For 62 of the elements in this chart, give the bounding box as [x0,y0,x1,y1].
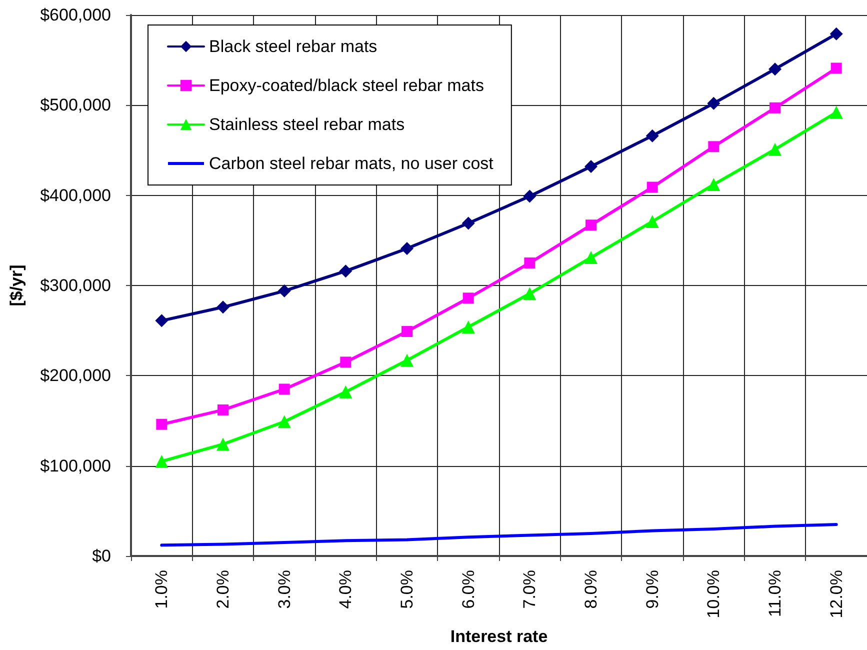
point [400,354,414,367]
point [155,454,168,468]
point [770,102,780,114]
point [646,214,659,228]
y-tick-label: $0 [92,546,111,566]
x-tick-label: 2.0% [214,570,232,609]
x-tick-label: 7.0% [520,570,540,609]
point [462,320,475,334]
point [768,142,782,156]
legend-label: Stainless steel rebar mats [209,115,405,134]
y-axis-title: [$/yr] [7,264,26,306]
point [830,62,842,74]
point [216,438,230,451]
x-tick-label: 11.0% [766,570,784,617]
y-tick-label: $500,000 [40,96,111,115]
point [524,257,536,268]
point [339,385,352,398]
legend-label: Black steel rebar mats [209,37,378,56]
point [155,314,168,328]
y-tick-label: $200,000 [40,366,111,386]
x-tick-label: 9.0% [642,570,662,609]
point [278,415,291,428]
y-tick-label: $600,000 [40,6,111,24]
x-tick-label: 1.0% [152,570,172,609]
x-tick-label: 12.0% [826,570,846,618]
x-tick-label: 6.0% [458,570,478,609]
point [523,287,536,300]
y-tick-label: $300,000 [40,276,111,295]
point [584,251,598,264]
point [708,141,720,152]
y-tick-label: $100,000 [40,456,111,476]
point [278,284,291,298]
x-tick-label: 5.0% [398,570,416,609]
legend-label: Epoxy-coated/black steel rebar mats [209,76,484,95]
point [646,129,659,142]
point [462,216,475,230]
point [586,220,596,231]
point [218,404,228,416]
point [402,326,412,337]
x-tick-label: 4.0% [336,570,356,609]
point [400,242,414,256]
point [830,27,843,40]
point [462,292,474,304]
legend-label: Carbon steel rebar mats, no user cost [209,154,494,173]
point [339,264,352,278]
x-axis-title: Interest rate [450,627,548,646]
point [523,190,536,203]
point [707,178,720,192]
point [216,300,230,314]
point [646,182,658,193]
point [707,96,720,110]
point [584,160,598,173]
point [830,106,843,119]
point [768,62,782,76]
point [278,384,290,395]
x-tick-label: 3.0% [274,570,294,609]
line-series [160,522,838,547]
point [156,418,168,430]
point [340,356,352,368]
x-tick-label: 8.0% [582,570,600,609]
x-tick-label: 10.0% [704,570,724,618]
y-tick-label: $400,000 [40,186,111,205]
